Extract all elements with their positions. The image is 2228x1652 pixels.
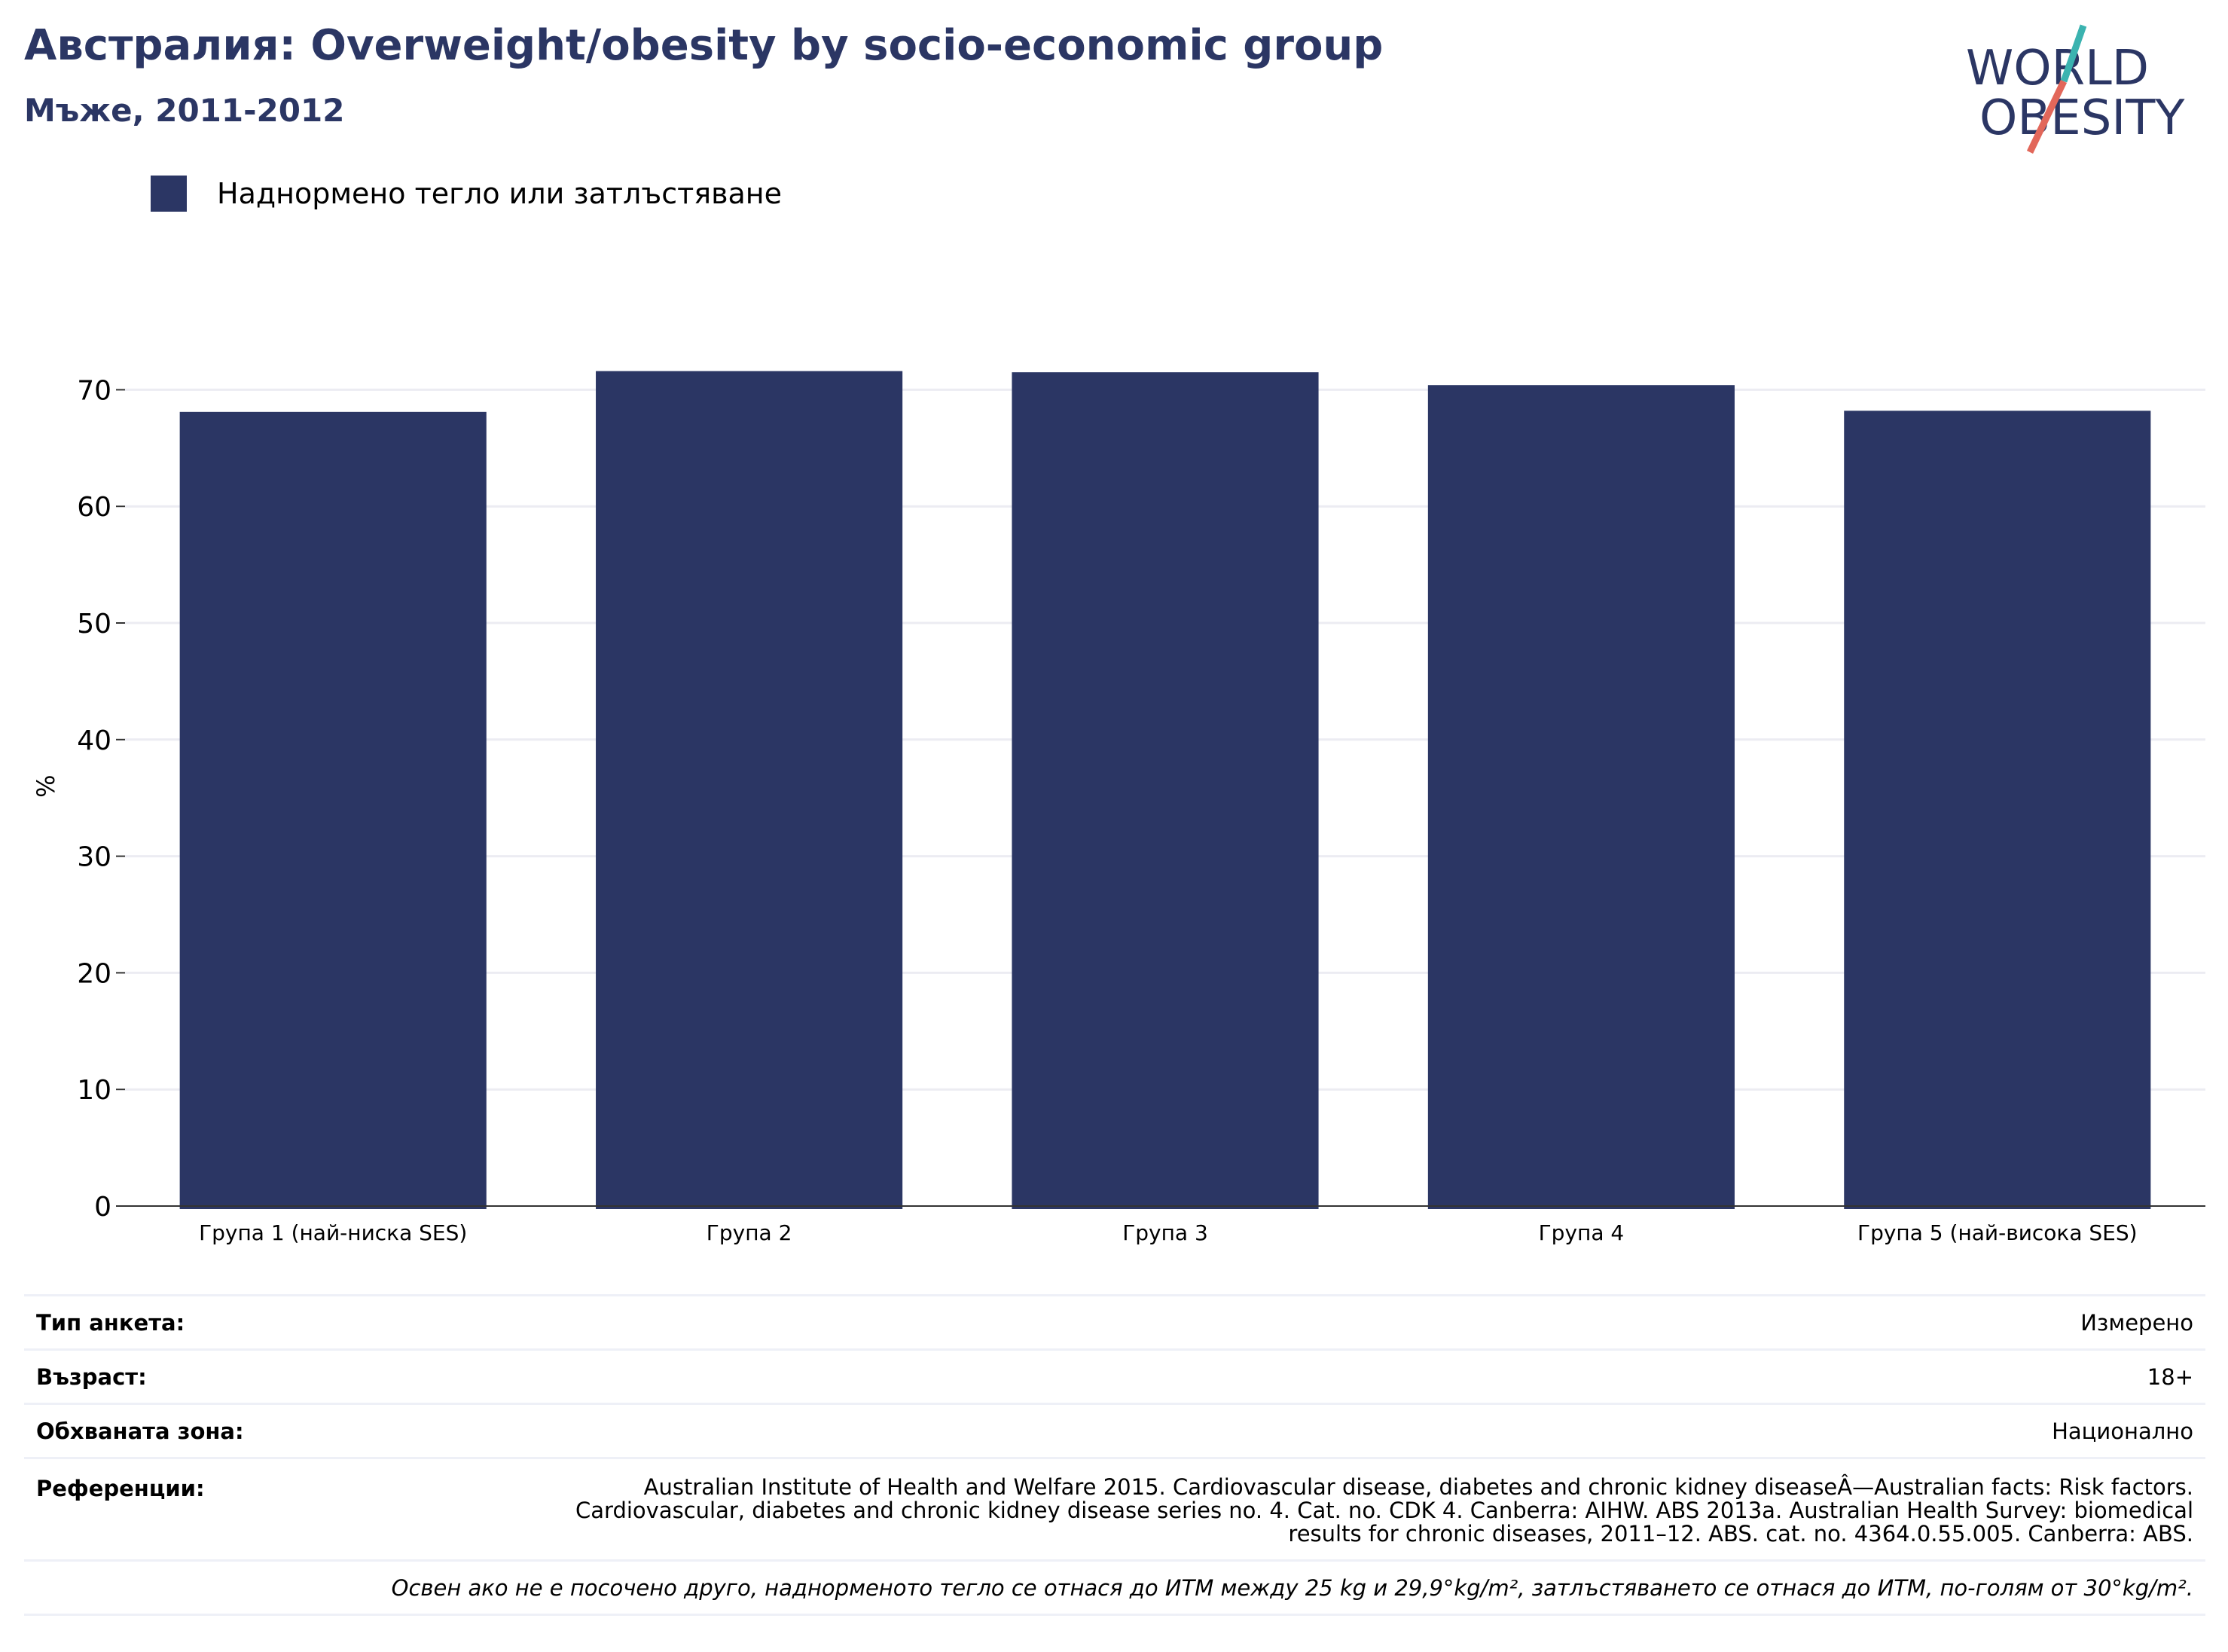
info-row-coverage: Обхваната зона: Национално <box>24 1403 2205 1457</box>
x-tick-label: Група 2 <box>707 1220 792 1245</box>
references-text: Australian Institute of Health and Welfa… <box>575 1474 2193 1547</box>
x-tick-label: Група 4 <box>1539 1220 1625 1245</box>
logo-slash-teal <box>2060 24 2087 83</box>
y-axis-label: % <box>32 775 60 798</box>
info-key: Референции: <box>36 1476 205 1501</box>
info-value: Измерено <box>2080 1309 2193 1336</box>
legend-swatch <box>151 176 187 212</box>
info-row-note: Освен ако не е посочено друго, наднормен… <box>24 1559 2205 1616</box>
y-tick-label: 20 <box>77 958 111 989</box>
x-tick-label: Група 3 <box>1122 1220 1208 1245</box>
info-row-age: Възраст: 18+ <box>24 1348 2205 1403</box>
bar <box>179 411 487 1209</box>
logo-text-obesity: OBESITY <box>1979 90 2185 146</box>
bar <box>1427 385 1735 1209</box>
definition-note: Освен ако не е посочено друго, наднормен… <box>391 1574 2193 1601</box>
legend[interactable]: Наднормено тегло или затлъстяване <box>151 175 782 212</box>
logo-slash-red <box>2026 80 2068 154</box>
y-tick-label: 70 <box>77 375 111 406</box>
bar <box>1012 372 1319 1210</box>
x-tick-label: Група 1 (най-ниска SES) <box>199 1220 467 1245</box>
info-key: Обхваната зона: <box>36 1418 244 1444</box>
y-tick-label: 60 <box>77 492 111 523</box>
bar <box>1844 411 2151 1210</box>
chart-subtitle: Мъже, 2011-2012 <box>24 92 345 129</box>
info-key: Възраст: <box>36 1363 147 1390</box>
y-tick-label: 40 <box>77 725 111 756</box>
info-table: Тип анкета: Измерено Възраст: 18+ Обхван… <box>24 1294 2205 1616</box>
bar-chart: 0 10 20 30 40 50 60 70% Група 1 (най-ниска SES) Г… <box>32 371 2205 1245</box>
y-tick-label: 10 <box>77 1075 111 1106</box>
bar <box>596 371 903 1210</box>
info-value: Национално <box>2052 1418 2193 1444</box>
y-tick-label: 0 <box>94 1192 111 1223</box>
world-obesity-logo: WORLD OBESITY <box>1966 24 2185 154</box>
info-key: Тип анкета: <box>36 1309 185 1336</box>
y-tick-label: 50 <box>77 609 111 640</box>
info-row-survey-type: Тип анкета: Измерено <box>24 1294 2205 1348</box>
chart-title: Австралия: Overweight/obesity by socio-e… <box>24 21 1384 70</box>
x-tick-label: Група 5 (най-висока SES) <box>1857 1220 2138 1245</box>
info-row-references: Референции: Australian Institute of Heal… <box>24 1457 2205 1559</box>
y-tick-label: 30 <box>77 842 111 873</box>
legend-label: Наднормено тегло или затлъстяване <box>217 177 782 210</box>
info-value: 18+ <box>2147 1363 2193 1390</box>
